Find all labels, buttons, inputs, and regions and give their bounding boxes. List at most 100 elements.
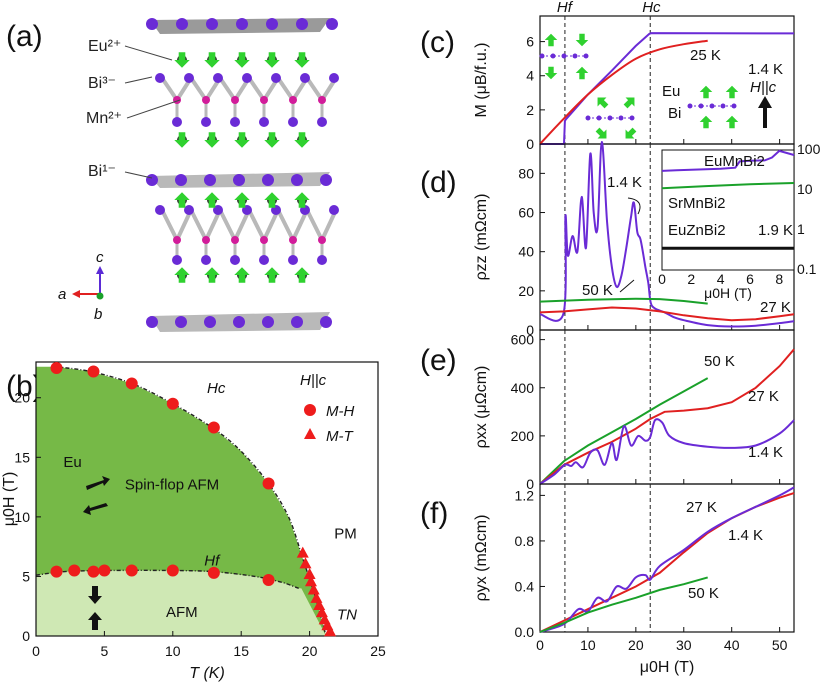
plot-frame bbox=[539, 483, 795, 633]
eu-spin-down-arrow bbox=[234, 132, 250, 148]
ion-label-bi1: Bi¹⁻ bbox=[88, 163, 116, 180]
x-tick-label: 20 bbox=[302, 643, 318, 659]
inset-label-eumnbi2: EuMnBi2 bbox=[704, 153, 765, 170]
eu-spin-down-arrow bbox=[204, 132, 220, 148]
spin-flop-sketch-arrow bbox=[597, 97, 609, 109]
legend-label-mt: M-T bbox=[326, 428, 354, 445]
bi-net-dot bbox=[607, 115, 613, 121]
c-axis-label: c bbox=[96, 249, 104, 266]
y-tick-label: 80 bbox=[518, 165, 534, 181]
spin-sketch-arrow bbox=[544, 66, 558, 80]
x-tick-label: 5 bbox=[101, 643, 109, 659]
mn-bi-bond bbox=[276, 76, 295, 102]
y-tick-label: 400 bbox=[511, 380, 535, 396]
y-tick-label: 6 bbox=[526, 34, 534, 50]
crystal-structure bbox=[146, 18, 339, 332]
bi-net-dot bbox=[687, 103, 693, 109]
legend-title: H||c bbox=[300, 372, 327, 389]
ferro-sketch-arrow bbox=[699, 115, 713, 129]
mn-bi-bond bbox=[276, 209, 295, 241]
mn-bi-bond bbox=[305, 76, 324, 102]
inset-frame bbox=[661, 149, 795, 271]
spin-flop-arrow-1 bbox=[86, 476, 110, 490]
mn-atom bbox=[260, 96, 268, 104]
bi-atom-top bbox=[326, 18, 338, 30]
ion-label-bi3: Bi³⁻ bbox=[88, 75, 116, 92]
mh-marker-hc bbox=[166, 397, 179, 410]
field-direction-label: H||c bbox=[750, 79, 777, 96]
bi-atom-slab bbox=[155, 205, 165, 215]
mn-atom bbox=[202, 96, 210, 104]
bi-atom-slab bbox=[213, 73, 223, 83]
y-tick-label: 15 bbox=[14, 449, 30, 465]
bi-net-dot bbox=[618, 115, 624, 121]
bi-atom-slab bbox=[317, 255, 327, 265]
series-line-1.4K bbox=[539, 418, 795, 485]
x-tick-label: 30 bbox=[676, 637, 692, 653]
y-tick-label: 2 bbox=[526, 102, 534, 118]
bi-atom-slab bbox=[329, 205, 339, 215]
panel-e-label: (e) bbox=[420, 344, 457, 377]
field-arrow-shaft bbox=[763, 106, 767, 128]
mt-marker bbox=[307, 583, 320, 595]
bi-atom-top bbox=[206, 18, 218, 30]
eu-spin-up-arrow bbox=[294, 192, 310, 208]
mn-atom bbox=[173, 236, 181, 244]
series-line-1.4K bbox=[539, 486, 795, 633]
series-line-1.4K bbox=[539, 140, 795, 328]
hf-boundary-line bbox=[35, 569, 299, 589]
spin-flop-label: Spin-flop AFM bbox=[125, 476, 219, 493]
eu-spin-down-arrow bbox=[294, 132, 310, 148]
mn-atom bbox=[289, 96, 297, 104]
x-axis-title: μ0H (T) bbox=[640, 659, 695, 676]
eu-spin-up-arrow bbox=[294, 267, 310, 283]
legend-marker-mh bbox=[304, 404, 316, 416]
y-tick-label: 10 bbox=[14, 509, 30, 525]
bi-net-dot bbox=[583, 53, 589, 59]
mn-atom bbox=[231, 236, 239, 244]
eu-label: Eu bbox=[63, 454, 81, 471]
inset-line-EuMnBi2 bbox=[661, 149, 795, 172]
bi-atom-slab bbox=[213, 205, 223, 215]
afm-label: AFM bbox=[166, 604, 198, 621]
label-1p4K: 1.4 K bbox=[748, 444, 783, 461]
mn-bi-bond bbox=[189, 209, 208, 241]
inset-eu-label: Eu bbox=[662, 83, 680, 100]
bi-atom-mid bbox=[291, 174, 303, 186]
mn-bi-bond bbox=[175, 209, 193, 241]
y-tick-label: 1.2 bbox=[515, 487, 535, 503]
bi-net-dot bbox=[561, 53, 567, 59]
bi-net-dot bbox=[539, 53, 545, 59]
phase-diagram-plot: 0 5 10 15 20 25 0 5 10 15 20 T (K) μ0H (T) H||c M-H M-T… bbox=[1, 361, 386, 682]
eu-spin-down-arrow bbox=[234, 52, 250, 68]
field-arrow-head bbox=[758, 96, 772, 108]
panel-a: (a) Eu²⁺ Bi³⁻ Mn²⁺ Bi¹⁻ c a b bbox=[6, 18, 339, 332]
spin-flop-sketch-arrow bbox=[625, 127, 637, 139]
mt-marker bbox=[296, 546, 309, 558]
bi-atom-slab bbox=[271, 73, 281, 83]
eu-spin-down-arrow bbox=[204, 52, 220, 68]
mn-bi-bond bbox=[305, 209, 324, 241]
y-axis-title: ρzz (mΩcm) bbox=[473, 194, 490, 281]
bi-atom-slab bbox=[317, 117, 327, 127]
mn-atom bbox=[202, 236, 210, 244]
eu-spin-down-arrow bbox=[264, 52, 280, 68]
y-axis-title: ρyx (mΩcm) bbox=[473, 515, 490, 602]
mt-marker bbox=[304, 575, 317, 587]
x-tick-label: 0 bbox=[32, 643, 40, 659]
mn-bi-bond bbox=[291, 209, 309, 241]
bi-atom-bottom bbox=[204, 316, 216, 328]
mn-bi-bond bbox=[247, 76, 266, 102]
ferro-sketch-arrow bbox=[725, 85, 739, 99]
hc-label: Hc bbox=[207, 380, 226, 397]
rho-xx-plot: 0 200 400 600 ρxx (μΩcm) 50 K 27 K 1.4 K bbox=[473, 329, 795, 492]
series-line-27K bbox=[539, 492, 795, 633]
leader-line-eu bbox=[124, 45, 173, 61]
inset-x-tick-label: 0 bbox=[658, 271, 666, 287]
mh-marker-hc bbox=[125, 377, 138, 390]
y-tick-label: 60 bbox=[518, 205, 534, 221]
label-50K: 50 K bbox=[688, 585, 719, 602]
hc-boundary-line bbox=[56, 366, 327, 637]
